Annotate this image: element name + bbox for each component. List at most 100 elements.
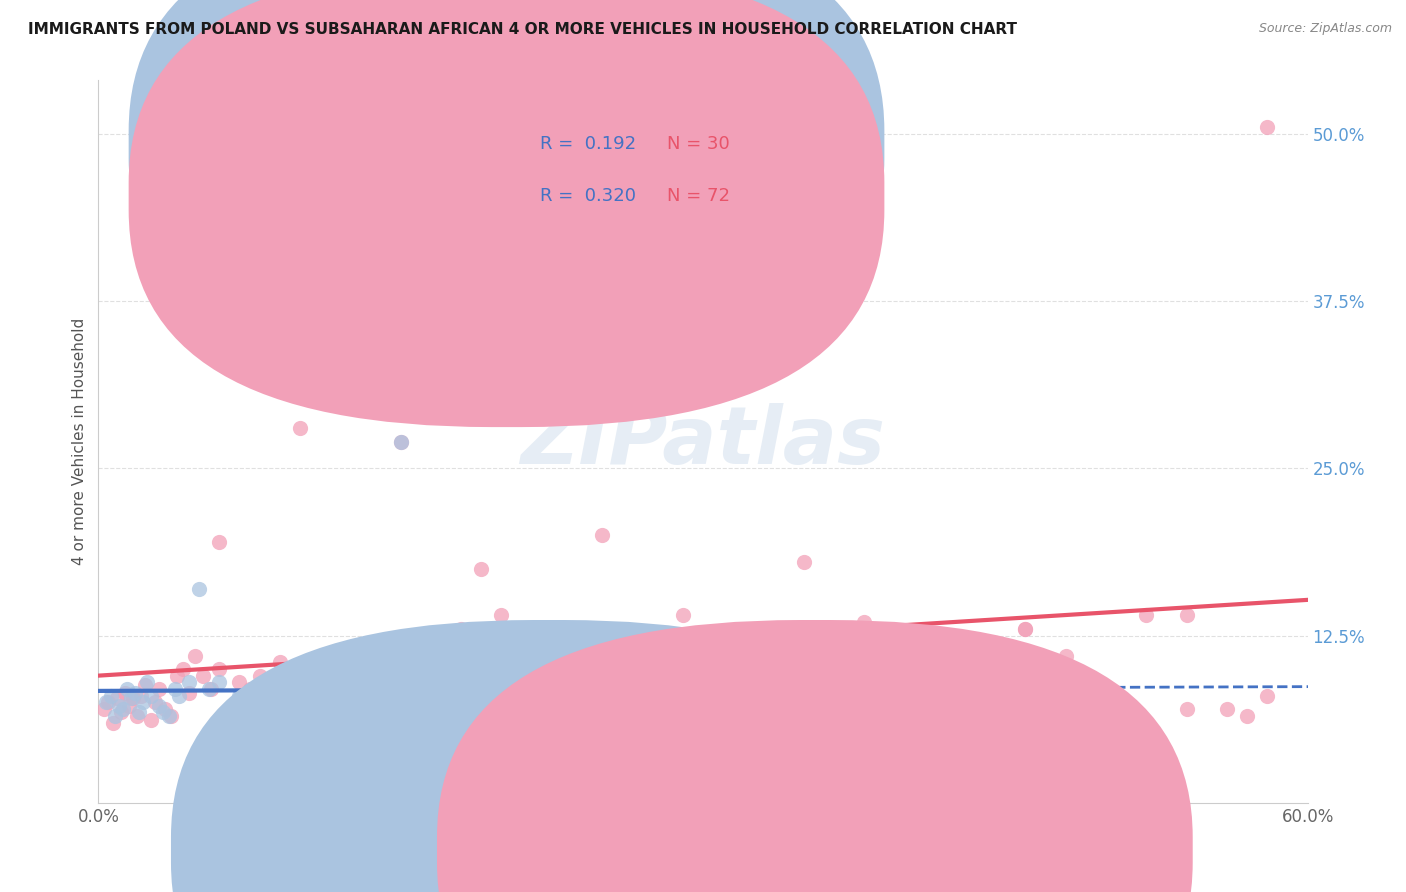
Point [107,699,129,714]
FancyBboxPatch shape [172,620,927,892]
Point [974,702,997,716]
Text: IMMIGRANTS FROM POLAND VS SUBSAHARAN AFRICAN 4 OR MORE VEHICLES IN HOUSEHOLD COR: IMMIGRANTS FROM POLAND VS SUBSAHARAN AFR… [28,22,1017,37]
Point [1256,120,1278,135]
Point [571,696,593,710]
Point [953,635,976,649]
Point [148,699,170,714]
Point [349,681,371,696]
Point [1054,648,1077,663]
Point [157,708,180,723]
Point [200,681,222,696]
Point [143,696,166,710]
Point [110,705,132,719]
FancyBboxPatch shape [129,0,884,375]
Point [772,708,794,723]
Point [97,696,120,710]
Point [160,708,183,723]
Point [208,675,231,690]
Point [591,528,613,542]
Point [179,675,201,690]
Point [249,669,271,683]
Point [288,675,311,690]
Point [198,681,221,696]
Point [692,708,714,723]
Point [208,662,231,676]
Point [491,696,513,710]
FancyBboxPatch shape [467,95,782,235]
Point [651,742,673,756]
Text: Source: ZipAtlas.com: Source: ZipAtlas.com [1258,22,1392,36]
Point [163,681,186,696]
Point [193,669,215,683]
Point [450,735,472,749]
Point [153,702,176,716]
Point [128,705,150,719]
Point [269,655,291,669]
Text: N = 72: N = 72 [666,187,730,205]
Point [470,562,492,576]
Point [269,723,291,737]
Point [101,715,124,730]
Text: ZIPatlas: ZIPatlas [520,402,886,481]
Point [813,622,835,636]
Point [134,678,156,692]
Point [115,681,138,696]
Point [239,681,262,696]
Point [120,691,142,706]
Point [793,555,815,569]
Point [793,702,815,716]
Point [96,696,118,710]
Point [124,686,146,700]
Point [135,675,157,690]
Point [1236,708,1258,723]
Point [1135,608,1157,623]
Point [692,354,714,368]
Point [1175,608,1198,623]
Point [249,696,271,710]
Y-axis label: 4 or more Vehicles in Household: 4 or more Vehicles in Household [72,318,87,566]
Point [1014,622,1036,636]
Point [100,689,122,703]
Point [218,708,240,723]
Point [389,635,412,649]
Point [139,689,162,703]
Point [228,689,250,703]
Point [111,702,134,716]
Point [93,702,115,716]
Point [1095,689,1118,703]
Point [491,394,513,409]
Point [733,635,755,649]
Text: R =  0.320: R = 0.320 [540,187,636,205]
Point [1175,702,1198,716]
Point [1014,622,1036,636]
Text: Sub-Saharan Africans: Sub-Saharan Africans [838,841,1002,855]
Point [672,608,695,623]
Point [288,421,311,435]
Point [118,699,141,714]
Point [139,713,162,727]
Point [1216,702,1239,716]
Point [121,691,143,706]
Point [125,708,148,723]
Point [409,635,432,649]
Point [103,708,125,723]
Point [184,648,207,663]
Point [208,534,231,549]
Point [711,689,734,703]
Point [129,689,152,703]
Point [114,686,136,700]
Point [450,622,472,636]
Point [152,705,174,719]
Text: Immigrants from Poland: Immigrants from Poland [572,841,756,855]
Point [389,434,412,449]
Point [132,696,155,710]
Point [893,723,915,737]
Text: N = 30: N = 30 [666,135,730,153]
Point [105,691,128,706]
Point [612,662,634,676]
Point [172,662,194,676]
Point [167,689,190,703]
Point [188,582,211,596]
Point [166,669,188,683]
Text: R =  0.192: R = 0.192 [540,135,636,153]
